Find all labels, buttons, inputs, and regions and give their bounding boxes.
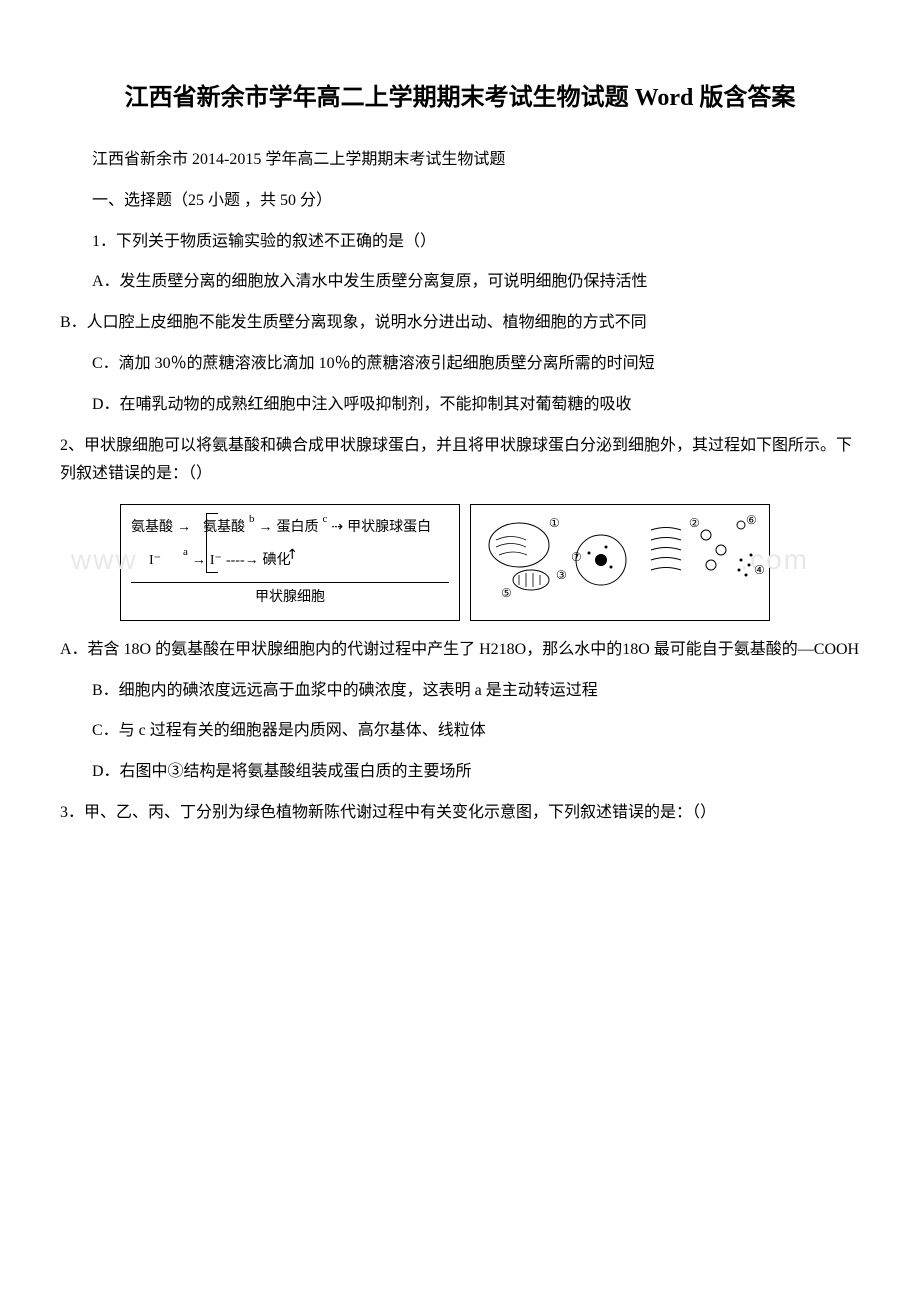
iodide-outside: I⁻ xyxy=(131,548,179,573)
q1-option-a: A．发生质壁分离的细胞放入清水中发生质壁分离复原，可说明细胞仍保持活性 xyxy=(60,268,860,297)
q1-stem: 1．下列关于物质运输实验的叙述不正确的是（） xyxy=(60,228,860,257)
q1-option-d: D．在哺乳动物的成熟红细胞中注入呼吸抑制剂，不能抑制其对葡萄糖的吸收 xyxy=(60,391,860,420)
cell-organelle-diagram xyxy=(471,505,771,605)
protein-label: 蛋白质 xyxy=(277,515,319,540)
q2-diagram: www 氨基酸 → 氨基酸 b → 蛋白质 c ⇢ 甲状腺球蛋白 I⁻ a → … xyxy=(120,504,860,621)
q1-option-c: C．滴加 30％的蔗糖溶液比滴加 10％的蔗糖溶液引起细胞质壁分离所需的时间短 xyxy=(60,350,860,379)
arrow-dashed-icon: ----→ xyxy=(226,548,259,573)
arrow-icon: → xyxy=(177,515,191,540)
label-6: ⑥ xyxy=(746,510,757,532)
q2-option-a: A．若含 18O 的氨基酸在甲状腺细胞内的代谢过程中产生了 H218O，那么水中… xyxy=(60,636,860,665)
arrow-dashed-icon: ⇢ xyxy=(331,515,343,540)
q2-option-b: B．细胞内的碘浓度远远高于血浆中的碘浓度，这表明 a 是主动转运过程 xyxy=(60,677,860,706)
amino-acid-outside: 氨基酸 xyxy=(131,515,173,540)
watermark-left: www xyxy=(71,535,138,585)
bracket-icon xyxy=(206,513,218,573)
q3-stem: 3．甲、乙、丙、丁分别为绿色植物新陈代谢过程中有关变化示意图，下列叙述错误的是：… xyxy=(60,799,860,828)
thyroid-globulin-label: 甲状腺球蛋白 xyxy=(347,515,431,540)
section-1-header: 一、选择题（25 小题 ，共 50 分） xyxy=(60,187,860,216)
q1-option-b: B．人口腔上皮细胞不能发生质壁分离现象，说明水分进出动、植物细胞的方式不同 xyxy=(60,309,860,338)
label-2: ② xyxy=(689,513,700,535)
flow-row-1: 氨基酸 → 氨基酸 b → 蛋白质 c ⇢ 甲状腺球蛋白 xyxy=(131,515,449,540)
arrow-icon: → xyxy=(259,515,273,540)
q2-option-d: D．右图中③结构是将氨基酸组装成蛋白质的主要场所 xyxy=(60,758,860,787)
label-5: ⑤ xyxy=(501,583,512,605)
label-3: ③ xyxy=(556,565,567,587)
q2-option-c: C．与 c 过程有关的细胞器是内质网、高尔基体、线粒体 xyxy=(60,717,860,746)
label-4: ④ xyxy=(754,560,765,582)
flow-row-2: I⁻ a → I⁻ ----→ 碘化 ↗ xyxy=(131,548,449,573)
arrow-icon: → xyxy=(192,548,206,573)
step-b-label: b xyxy=(249,510,255,530)
label-7: ⑦ xyxy=(571,547,582,569)
label-1: ① xyxy=(549,513,560,535)
document-title: 江西省新余市学年高二上学期期末考试生物试题 Word 版含答案 xyxy=(60,80,860,116)
q2-diagram-left: www 氨基酸 → 氨基酸 b → 蛋白质 c ⇢ 甲状腺球蛋白 I⁻ a → … xyxy=(120,504,460,621)
step-c-label: c xyxy=(323,510,328,530)
step-a-label: a xyxy=(183,543,188,563)
q2-diagram-right: .com ① ② ⑥ ⑦ ③ ⑤ ④ xyxy=(470,504,770,621)
q2-stem: 2、甲状腺细胞可以将氨基酸和碘合成甲状腺球蛋白，并且将甲状腺球蛋白分泌到细胞外，… xyxy=(60,432,860,490)
cell-label: 甲状腺细胞 xyxy=(131,582,449,610)
document-subtitle: 江西省新余市 2014-2015 学年高二上学期期末考试生物试题 xyxy=(60,146,860,175)
